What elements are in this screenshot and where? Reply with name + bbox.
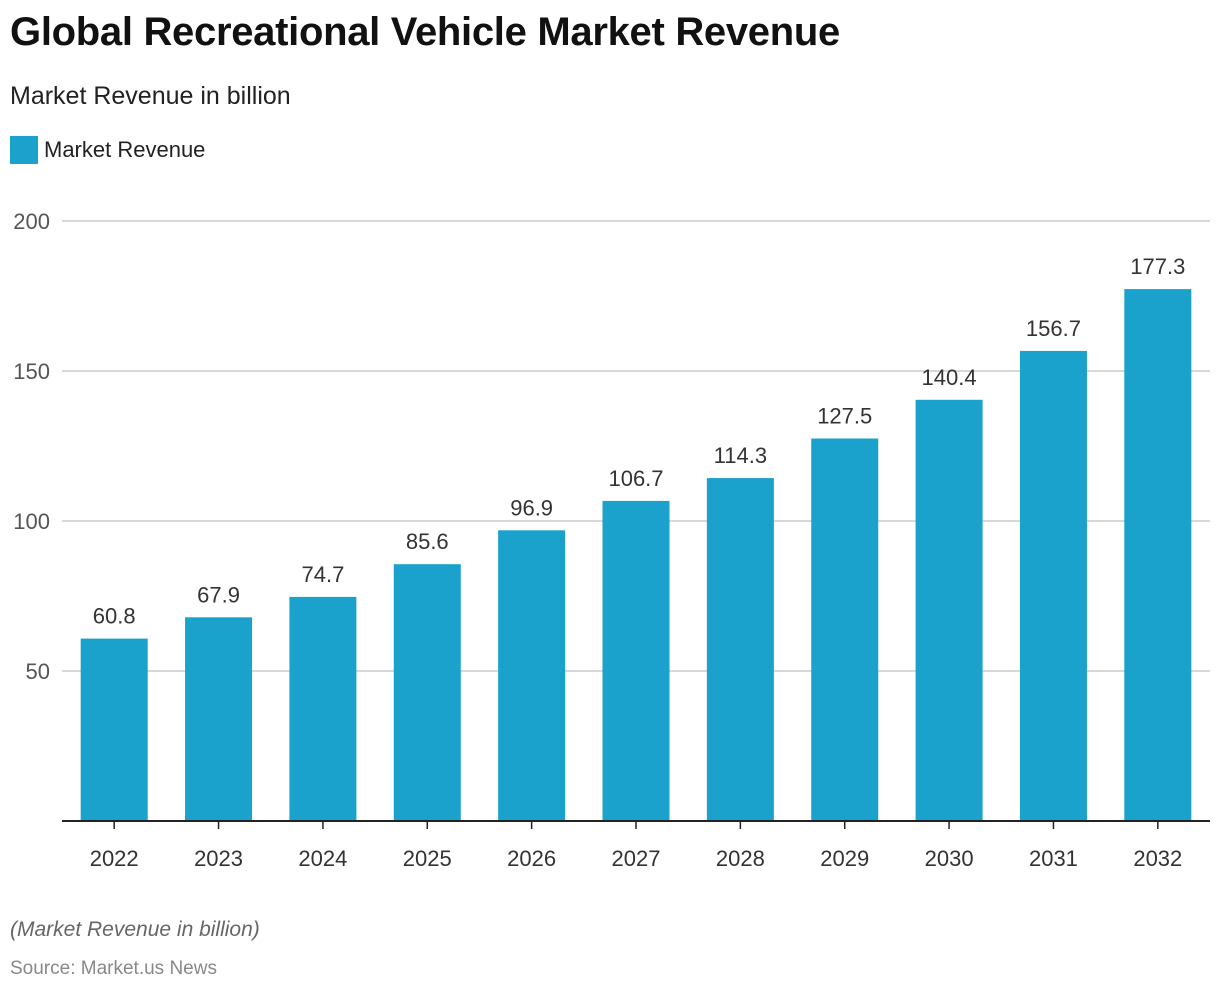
data-label: 114.3 bbox=[714, 443, 767, 468]
x-tick-label: 2025 bbox=[403, 846, 452, 871]
data-label: 60.8 bbox=[93, 604, 136, 629]
legend: Market Revenue bbox=[10, 136, 205, 164]
legend-swatch bbox=[10, 136, 38, 164]
y-tick-label: 50 bbox=[26, 659, 50, 684]
data-label: 156.7 bbox=[1026, 316, 1081, 341]
x-tick-label: 2032 bbox=[1133, 846, 1182, 871]
bar bbox=[393, 564, 461, 821]
y-tick-label: 200 bbox=[13, 209, 50, 234]
bar bbox=[1019, 350, 1087, 821]
bar bbox=[185, 617, 253, 821]
bar bbox=[915, 399, 983, 821]
bar bbox=[706, 478, 774, 821]
data-label: 177.3 bbox=[1130, 254, 1185, 279]
data-label: 140.4 bbox=[922, 365, 977, 390]
legend-label: Market Revenue bbox=[44, 137, 206, 162]
y-tick-label: 150 bbox=[13, 359, 50, 384]
data-label: 106.7 bbox=[608, 466, 663, 491]
data-label: 96.9 bbox=[510, 495, 553, 520]
x-tick-label: 2028 bbox=[716, 846, 765, 871]
bar bbox=[1124, 289, 1192, 822]
chart-title: Global Recreational Vehicle Market Reven… bbox=[10, 10, 840, 54]
bar bbox=[498, 530, 566, 821]
x-tick-label: 2024 bbox=[298, 846, 347, 871]
data-label: 127.5 bbox=[817, 404, 872, 429]
x-tick-label: 2026 bbox=[507, 846, 556, 871]
data-label: 85.6 bbox=[406, 529, 449, 554]
source-note: Source: Market.us News bbox=[10, 958, 217, 979]
x-tick-label: 2027 bbox=[612, 846, 661, 871]
x-tick-label: 2031 bbox=[1029, 846, 1078, 871]
x-tick-label: 2022 bbox=[90, 846, 139, 871]
chart-subtitle: Market Revenue in billion bbox=[10, 82, 291, 110]
x-tick-label: 2029 bbox=[820, 846, 869, 871]
data-label: 67.9 bbox=[197, 582, 240, 607]
x-tick-label: 2030 bbox=[925, 846, 974, 871]
bar bbox=[811, 438, 879, 821]
y-tick-label: 100 bbox=[13, 509, 50, 534]
bar bbox=[289, 596, 357, 821]
data-label: 74.7 bbox=[301, 562, 344, 587]
bar-chart: 50 100 150 200 60.8 2022 67.9 2023 74.7 2024 85.6 2… bbox=[13, 209, 1210, 871]
bar bbox=[80, 638, 148, 821]
x-tick-label: 2023 bbox=[194, 846, 243, 871]
footnote: (Market Revenue in billion) bbox=[10, 918, 260, 941]
bar bbox=[602, 500, 670, 821]
